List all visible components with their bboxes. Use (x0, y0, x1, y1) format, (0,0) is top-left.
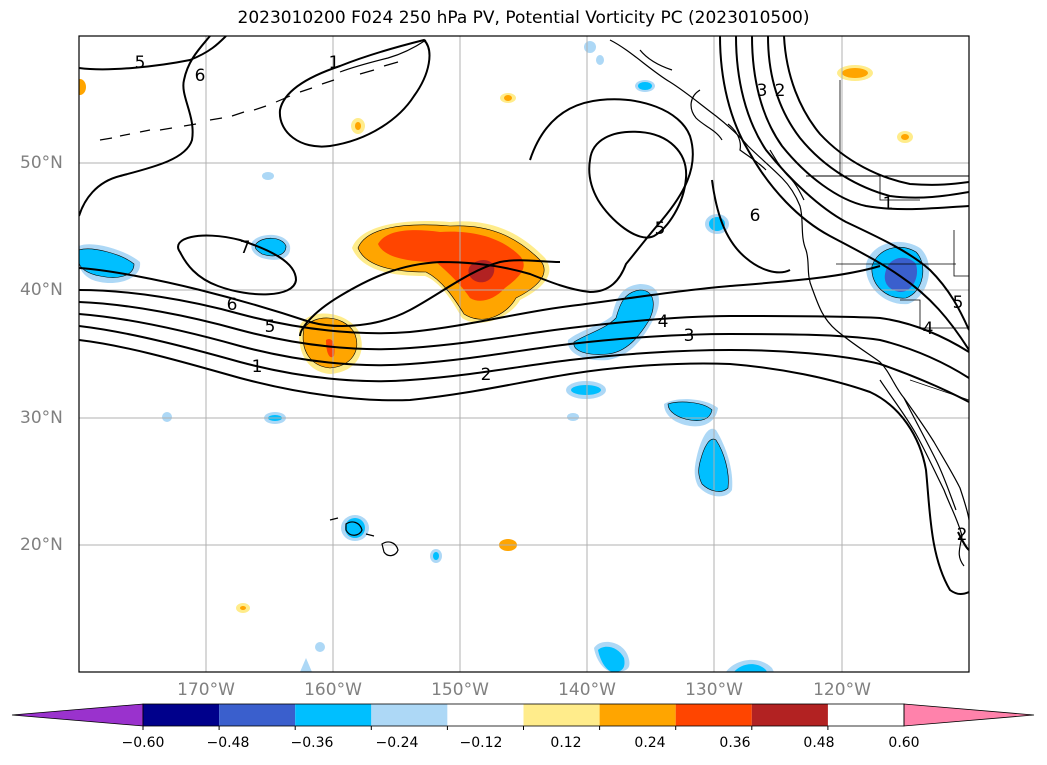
colorbar-segment (523, 704, 600, 726)
contour-label: 4 (658, 312, 669, 332)
lon-tick-label: 160°W (304, 680, 362, 700)
contour-labels: 5 6 7 1 6 7 5 6 1 3 2 5 4 3 2 1 6 5 4 5 … (135, 53, 968, 545)
contour-label: 1 (329, 53, 340, 73)
contour-label: 6 (750, 206, 761, 226)
map-frame (78, 35, 970, 673)
contour-label: 5 (655, 219, 666, 239)
colorbar-tick-label: 0.12 (550, 735, 582, 751)
colorbar-segment (295, 704, 372, 726)
contour-label: 4 (923, 319, 934, 339)
colorbar-tick-label: −0.12 (459, 735, 503, 751)
contour-label: 1 (883, 194, 894, 214)
lat-tick-label: 20°N (20, 535, 63, 555)
colorbar-tick-label: −0.48 (206, 735, 250, 751)
lon-tick-label: 150°W (431, 680, 489, 700)
colorbar-segment (751, 704, 828, 726)
contour-label: 3 (757, 81, 768, 101)
colorbar-segment (143, 704, 220, 726)
contour-label: 7 (240, 238, 251, 258)
contour-label: 6 (227, 295, 238, 315)
pv-contours (79, 36, 969, 595)
pv-anomaly-shading (79, 41, 930, 672)
positive-anomaly-red (378, 230, 524, 301)
lat-tick-label: 30°N (20, 408, 63, 428)
contour-label: 2 (775, 81, 786, 101)
contour-label: 3 (684, 326, 695, 346)
contour-label: 5 (953, 293, 964, 313)
colorbar-segment (447, 704, 524, 726)
colorbar-segment (675, 704, 752, 726)
lon-tick-label: 130°W (685, 680, 743, 700)
contour-label: 2 (957, 525, 968, 545)
colorbar-tick-label: −0.36 (290, 735, 334, 751)
lat-tick-label: 50°N (20, 153, 63, 173)
colorbar-tick-label: 0.24 (634, 735, 666, 751)
map-gridlines (79, 36, 969, 672)
colorbar-tick-label: −0.60 (121, 735, 165, 751)
lon-tick-label: 170°W (177, 680, 235, 700)
colorbar-tick-label: −0.24 (375, 735, 419, 751)
colorbar-extend-high (903, 703, 1035, 727)
coastlines (99, 39, 969, 567)
contour-label: 5 (135, 53, 146, 73)
colorbar-segment (371, 704, 448, 726)
colorbar-tick-label: 0.36 (719, 735, 751, 751)
lon-tick-label: 120°W (813, 680, 871, 700)
lat-tick-label: 40°N (20, 280, 63, 300)
shading-outlines (79, 224, 924, 492)
contour-label: 5 (265, 317, 276, 337)
lon-tick-label: 140°W (558, 680, 616, 700)
contour-label: 6 (195, 66, 206, 86)
colorbar-tick-label: 0.60 (888, 735, 920, 751)
colorbar-extend-low (11, 703, 144, 727)
colorbar (11, 703, 1035, 730)
colorbar-segment (219, 704, 296, 726)
colorbar-segment (599, 704, 676, 726)
contour-label: 1 (252, 357, 263, 377)
map-title: 2023010200 F024 250 hPa PV, Potential Vo… (237, 8, 810, 28)
colorbar-tick-label: 0.48 (803, 735, 835, 751)
contour-label: 2 (481, 365, 492, 385)
positive-anomaly-2-red (326, 338, 335, 358)
